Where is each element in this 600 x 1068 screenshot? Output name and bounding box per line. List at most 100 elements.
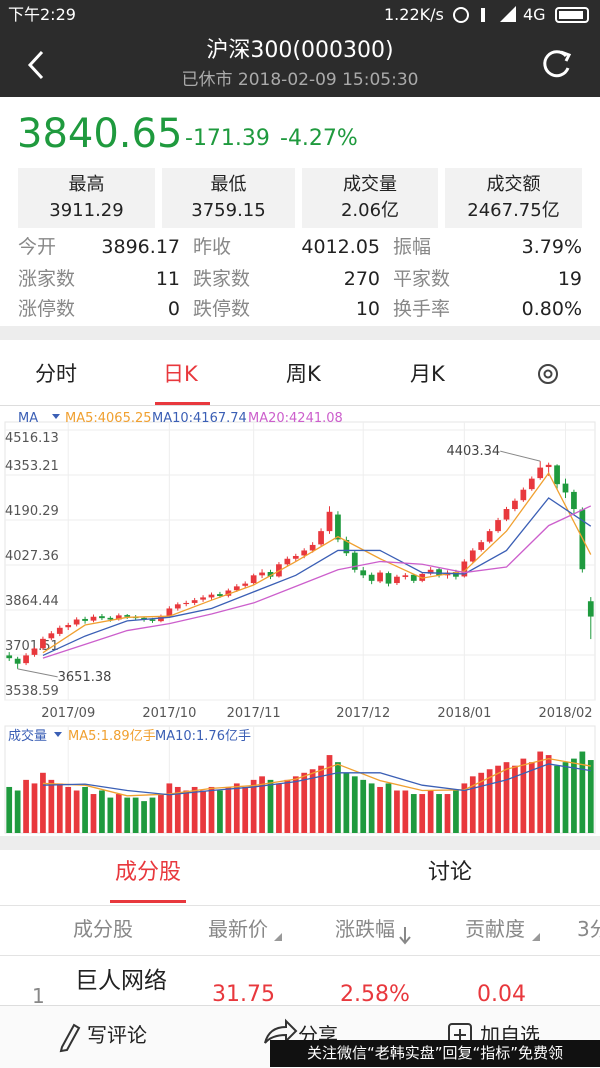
y-tick-label: 3864.44: [5, 594, 59, 609]
volume-bar: [276, 783, 282, 833]
volume-bar: [40, 772, 46, 833]
legend-item: MA10:1.76亿手: [155, 729, 251, 744]
back-button[interactable]: [27, 50, 44, 80]
status-time: 下午2:29: [8, 5, 76, 24]
stat-value: 3896.17: [101, 236, 180, 258]
summary-value: 3911.29: [49, 200, 124, 221]
volume-bar: [318, 765, 324, 833]
volume-bar: [520, 758, 527, 833]
stat-label: 涨停数: [18, 298, 76, 320]
candle-body: [284, 558, 291, 565]
candle-body: [124, 615, 131, 617]
summary-box: 最低 3759.15: [162, 168, 295, 228]
summary-label: 成交额: [486, 174, 541, 195]
x-tick-label: 2017/12: [336, 706, 390, 721]
candle-body: [6, 655, 13, 659]
section-tab-active[interactable]: 成分股: [115, 860, 182, 885]
divider: [0, 836, 600, 850]
candle-body: [377, 572, 383, 582]
y-tick-label: 3701.51: [5, 639, 59, 654]
volume-bar: [56, 783, 63, 833]
candle-body: [562, 483, 569, 493]
volume-bar: [528, 762, 535, 833]
row-price: 31.75: [212, 982, 275, 1007]
candle-body: [292, 555, 299, 559]
row-rank: 1: [32, 984, 45, 1008]
table-header[interactable]: 涨跌幅: [335, 917, 395, 941]
candle-body: [158, 616, 164, 622]
volume-bar: [360, 779, 367, 833]
volume-bar: [326, 755, 333, 833]
volume-bar: [31, 783, 38, 833]
candle-body: [461, 561, 468, 577]
volume-bar: [343, 772, 350, 833]
candle-body: [402, 575, 409, 577]
ma-line: [42, 471, 592, 654]
x-tick-label: 2017/10: [142, 706, 196, 721]
action-comment[interactable]: 写评论: [87, 1023, 147, 1047]
refresh-button[interactable]: [543, 50, 570, 78]
table-header[interactable]: 3分: [577, 917, 600, 941]
candle-body: [486, 531, 493, 542]
candle-body: [554, 465, 560, 485]
volume-bar: [368, 783, 375, 833]
candle-body: [351, 552, 358, 570]
ma-line: [42, 505, 592, 659]
stat-value: 0.80%: [521, 298, 582, 320]
stat-value: 11: [155, 268, 180, 290]
signal-icon: [500, 6, 516, 22]
candle-body: [233, 586, 240, 591]
volume-bar: [571, 758, 577, 833]
summary-value: 2.06亿: [340, 200, 400, 221]
pencil-icon: [59, 1023, 81, 1053]
volume-bar: [419, 794, 426, 833]
candle-body: [183, 602, 190, 605]
volume-bar: [453, 790, 459, 833]
volume-bar: [191, 786, 198, 833]
settings-icon[interactable]: [538, 364, 558, 384]
stat-label: 换手率: [393, 298, 451, 320]
volume-bar: [158, 794, 164, 833]
alarm-icon: [453, 7, 469, 23]
candle-body: [267, 572, 274, 577]
candle-body: [132, 616, 139, 619]
candle-body: [385, 573, 392, 584]
candle-body: [579, 509, 586, 570]
volume-bar: [309, 769, 316, 833]
candle-body: [40, 638, 46, 649]
candle-body: [368, 574, 375, 581]
vibrate-icon: [481, 8, 485, 22]
volume-bar: [385, 783, 392, 833]
summary-label: 最低: [210, 174, 247, 195]
legend-item: MA5:1.89亿手: [68, 729, 156, 744]
candle-body: [309, 544, 316, 551]
volume-bar: [512, 765, 518, 833]
period-tab[interactable]: 分时: [35, 362, 77, 386]
candle-body: [587, 601, 594, 617]
section-tab[interactable]: 讨论: [428, 860, 473, 885]
legend-title: MA: [18, 411, 38, 426]
top-bar: [0, 0, 600, 97]
candle-body: [115, 615, 122, 620]
table-header[interactable]: 贡献度: [465, 917, 525, 941]
volume-bar: [217, 790, 223, 833]
period-tab[interactable]: 周K: [286, 362, 321, 386]
candle-body: [99, 616, 105, 619]
header-title: 沪深300(000300): [206, 38, 394, 63]
volume-bar: [233, 783, 240, 833]
section-border: [0, 905, 600, 906]
candle-body: [469, 550, 476, 562]
y-tick-label: 4190.29: [5, 504, 59, 519]
candle-body: [149, 619, 156, 621]
summary-value: 2467.75亿: [467, 200, 560, 221]
stat-label: 涨家数: [18, 268, 76, 290]
table-header[interactable]: 最新价: [208, 917, 268, 941]
period-tab[interactable]: 月K: [410, 362, 445, 386]
period-tab-active[interactable]: 日K: [163, 362, 198, 386]
row-name[interactable]: 巨人网络: [75, 968, 167, 994]
candle-body: [512, 500, 518, 510]
volume-bar: [82, 786, 88, 833]
candle-body: [301, 550, 308, 556]
volume-bar: [436, 794, 442, 833]
volume-bar: [200, 790, 206, 833]
